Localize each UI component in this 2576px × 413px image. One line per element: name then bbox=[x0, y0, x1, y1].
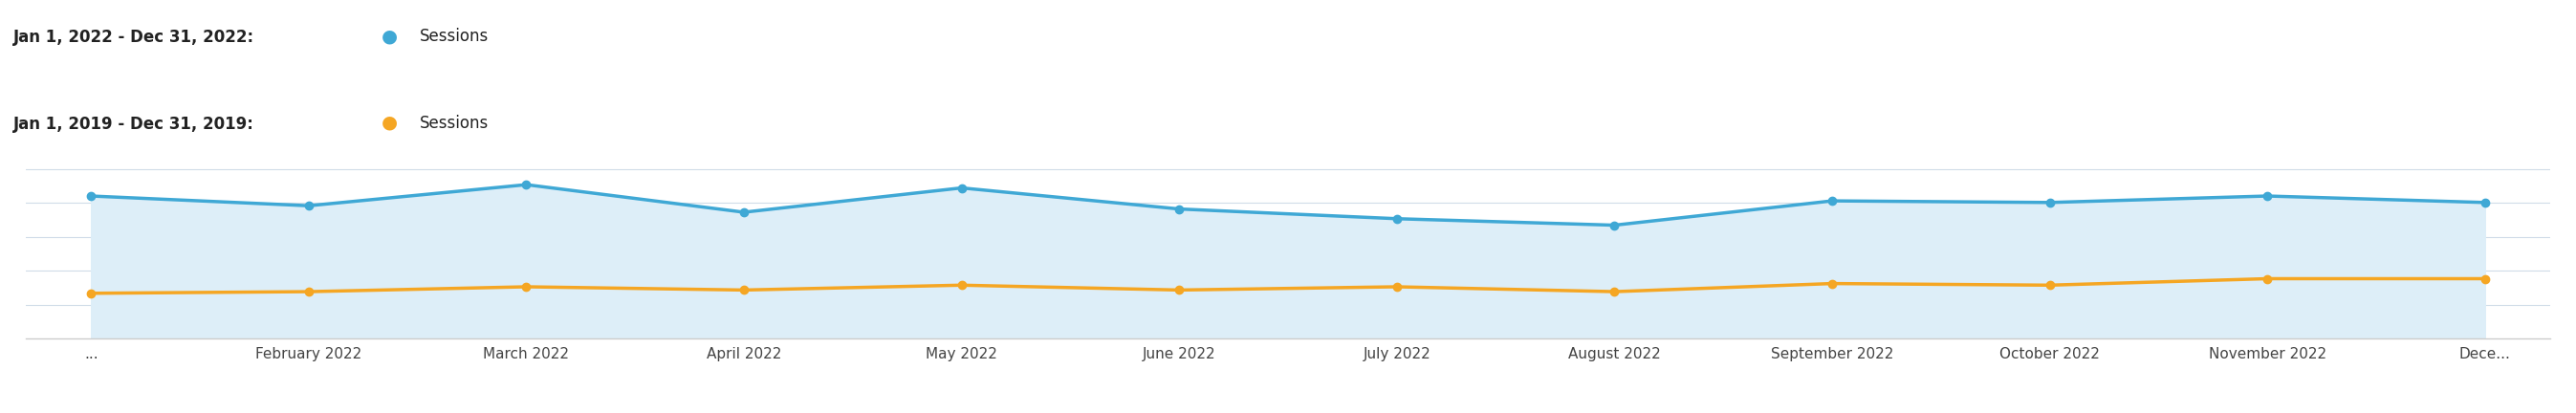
Text: Sessions: Sessions bbox=[420, 28, 489, 45]
Text: Jan 1, 2022 - Dec 31, 2022:: Jan 1, 2022 - Dec 31, 2022: bbox=[13, 29, 255, 46]
Text: Jan 1, 2019 - Dec 31, 2019:: Jan 1, 2019 - Dec 31, 2019: bbox=[13, 116, 252, 133]
Text: ●: ● bbox=[381, 114, 397, 132]
Text: Sessions: Sessions bbox=[420, 114, 489, 132]
Text: ●: ● bbox=[381, 27, 397, 45]
